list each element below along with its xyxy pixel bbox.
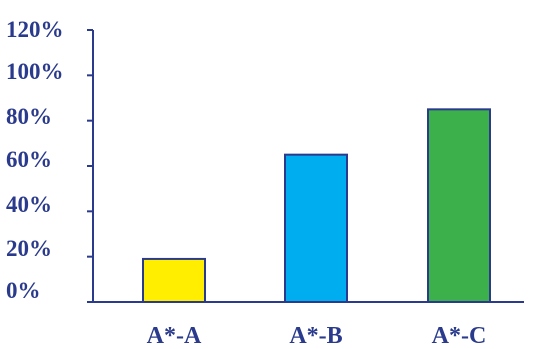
- y-tick-label: 120%: [6, 17, 64, 42]
- y-tick-label: 40%: [6, 192, 52, 217]
- bar-a-b: [284, 153, 348, 303]
- x-category-label: A*-A: [147, 323, 202, 349]
- x-axis-category-labels: A*-A A*-B A*-C: [147, 323, 487, 349]
- y-tick-label: 80%: [6, 104, 52, 129]
- bar-a-c: [427, 108, 491, 304]
- y-axis-tick-labels: 0% 20% 40% 60% 80% 100% 120%: [6, 17, 64, 303]
- y-tick-label: 20%: [6, 236, 52, 261]
- x-category-label: A*-C: [432, 323, 487, 349]
- y-axis-ticks: [87, 29, 93, 303]
- bar-series: [142, 108, 491, 304]
- y-tick-label: 0%: [6, 278, 41, 303]
- y-tick-label: 60%: [6, 147, 52, 172]
- y-tick-label: 100%: [6, 59, 64, 84]
- bar-a-a: [142, 257, 206, 303]
- x-category-label: A*-B: [289, 323, 342, 349]
